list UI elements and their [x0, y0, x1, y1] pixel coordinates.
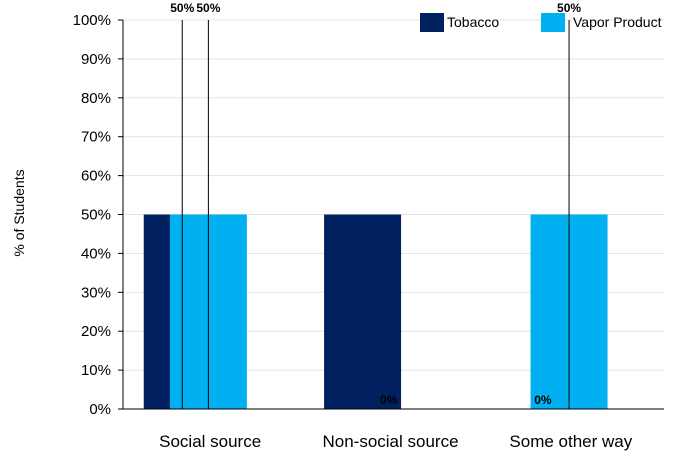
y-axis-label: % of Students: [11, 169, 27, 256]
error-bars: [181, 20, 570, 409]
axes: [118, 19, 664, 410]
x-category-label: Non-social source: [322, 432, 458, 451]
legend: Tobacco Vapor Product: [420, 13, 662, 32]
y-tick-label: 30%: [81, 284, 111, 301]
legend-swatch: [541, 13, 565, 32]
y-tick-label: 70%: [81, 129, 111, 146]
bar-tobacco: [324, 214, 402, 409]
data-label: 50%: [170, 1, 194, 15]
y-tick-label: 90%: [81, 51, 111, 68]
x-category-label: Social source: [159, 432, 261, 451]
y-tick-label: 20%: [81, 323, 111, 340]
legend-label: Tobacco: [447, 14, 499, 30]
y-tick-labels: 0% 10% 20% 30% 40% 50% 60% 70% 80% 90% 100%: [73, 12, 111, 418]
data-label: 50%: [557, 1, 581, 15]
bars: [143, 214, 608, 409]
y-tick-label: 0%: [89, 401, 111, 418]
data-label: 0%: [534, 393, 552, 407]
y-tick-label: 100%: [73, 12, 111, 29]
data-label: 50%: [196, 1, 220, 15]
legend-swatch: [420, 13, 444, 32]
y-tick-label: 80%: [81, 90, 111, 107]
legend-label: Vapor Product: [573, 14, 662, 30]
data-labels: 50% 0% 50% 0% 50%: [170, 1, 581, 407]
x-category-labels: Social source Non-social source Some other…: [159, 432, 633, 451]
x-category-label: Some other way: [509, 432, 632, 451]
y-tick-label: 50%: [81, 207, 111, 224]
y-tick-label: 40%: [81, 245, 111, 262]
y-tick-label: 60%: [81, 168, 111, 185]
y-tick-label: 10%: [81, 362, 111, 379]
data-label: 0%: [380, 393, 398, 407]
